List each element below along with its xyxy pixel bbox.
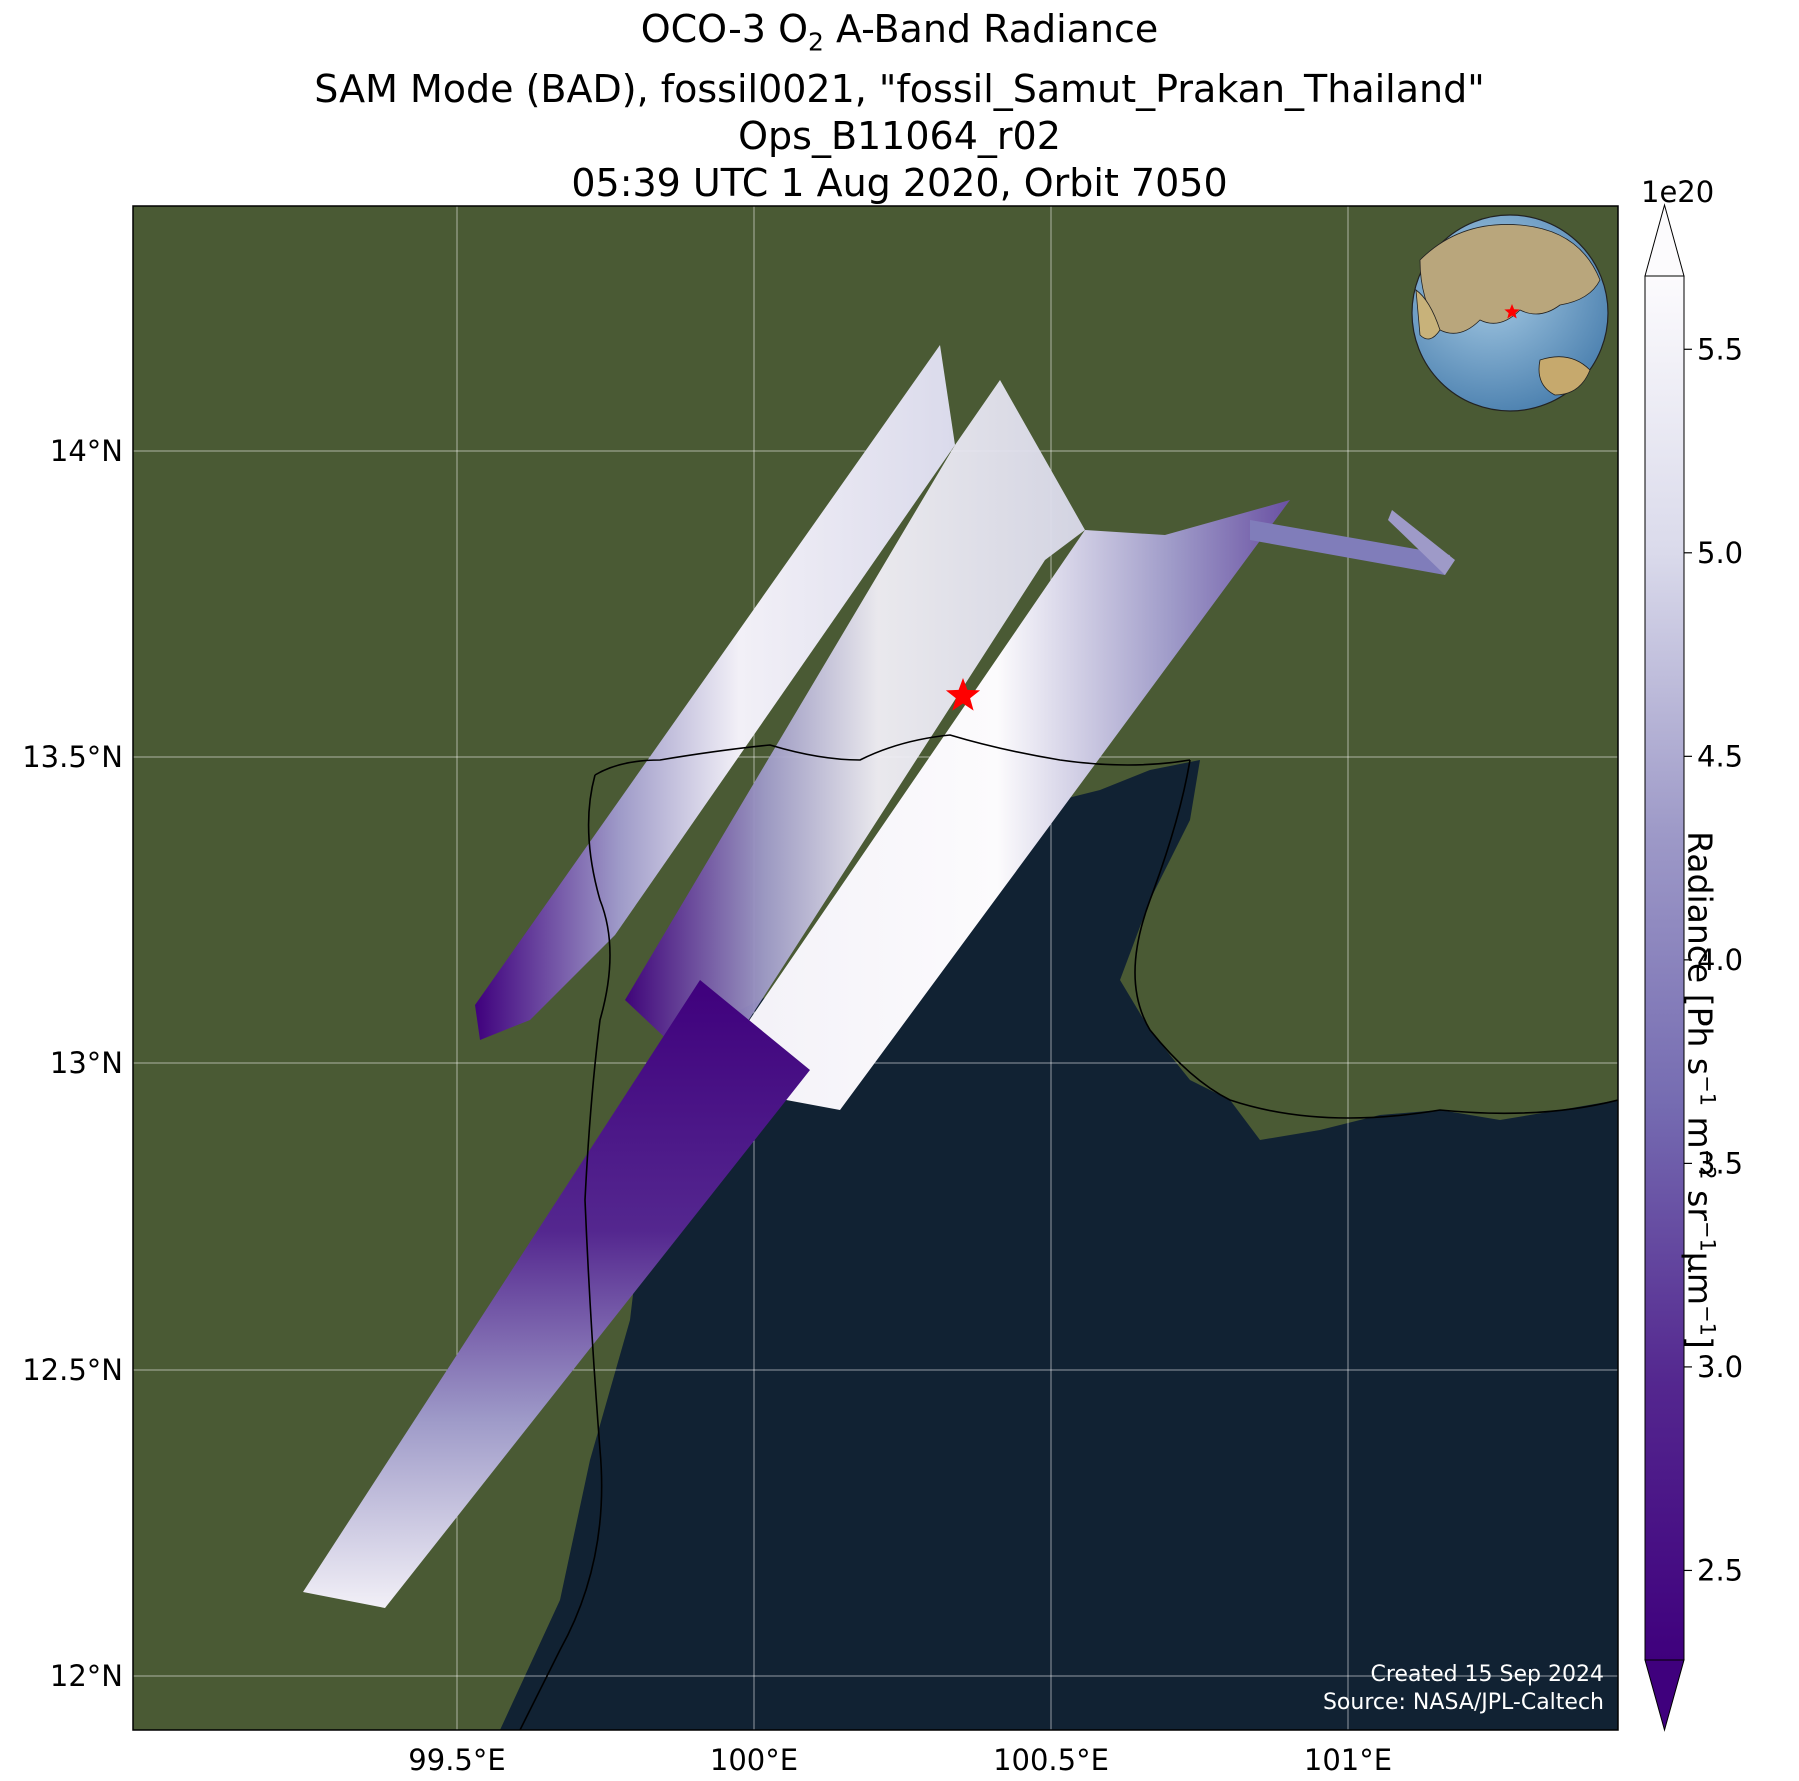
lon-tick-label: 100°E (710, 1743, 798, 1777)
colorbar-ticks: 2.5 3.0 3.5 4.0 4.5 5.0 5.5 (1684, 332, 1743, 1587)
swath-north-west (475, 345, 955, 1040)
lon-tick-label: 101°E (1304, 1743, 1392, 1777)
colorbar-tick-label: 2.5 (1697, 1553, 1743, 1587)
lon-tick-label: 100.5°E (993, 1743, 1109, 1777)
title-line-3: Ops_B11064_r02 (738, 113, 1061, 158)
lat-tick-label: 13.5°N (22, 740, 123, 774)
figure-title: OCO-3 O2 A-Band Radiance SAM Mode (BAD),… (0, 6, 1799, 207)
longitude-tick-labels: 99.5°E 100°E 100.5°E 101°E (408, 1743, 1392, 1777)
colorbar-extend-max (1644, 203, 1685, 277)
swath-north-center (625, 380, 1085, 1080)
swath-fragment-2 (1388, 510, 1455, 575)
target-star-marker (945, 678, 981, 711)
map-frame (132, 205, 1619, 1731)
colorbar-gradient (1644, 275, 1685, 1661)
basemap (133, 206, 1618, 1730)
globe-india-landmass (1415, 289, 1441, 340)
lat-tick-label: 14°N (50, 434, 123, 468)
colorbar-tick-label: 4.5 (1697, 739, 1743, 773)
lat-tick-label: 12°N (50, 1659, 123, 1693)
inset-globe (1411, 214, 1609, 412)
source-note: Source: NASA/JPL-Caltech (1322, 1690, 1604, 1715)
title-line-4: 05:39 UTC 1 Aug 2020, Orbit 7050 (571, 160, 1228, 205)
colorbar-exponent: 1e20 (1641, 175, 1714, 209)
colorbar-tick-label: 5.0 (1697, 536, 1743, 570)
title-line-2: SAM Mode (BAD), fossil0021, "fossil_Samu… (314, 66, 1485, 111)
colorbar-label: Radiance [Ph s−1 m−2 sr−1μm−1] (1680, 831, 1720, 1349)
swath-south (303, 980, 810, 1608)
created-note: Created 15 Sep 2024 (1370, 1662, 1605, 1687)
colorbar-tick-label: 5.5 (1697, 332, 1743, 366)
colorbar-tick-label: 4.0 (1697, 943, 1743, 977)
target-star (945, 678, 981, 711)
swath-fragment-1 (1250, 520, 1450, 575)
colorbar-extend-min (1644, 1659, 1685, 1732)
radiance-swaths (303, 345, 1455, 1608)
colorbar-tick-label: 3.0 (1697, 1350, 1743, 1384)
swath-north-east (705, 500, 1290, 1110)
globe-asia-landmass (1419, 224, 1601, 334)
lat-tick-label: 13°N (50, 1046, 123, 1080)
colorbar: 2.5 3.0 3.5 4.0 4.5 5.0 5.5 1e20 (1641, 175, 1743, 1732)
lat-tick-label: 12.5°N (22, 1353, 123, 1387)
coastline (519, 734, 1618, 1730)
globe-australia-landmass (1538, 356, 1591, 396)
globe-target-star (1504, 304, 1520, 319)
colorbar-tick-label: 3.5 (1697, 1146, 1743, 1180)
lon-tick-label: 99.5°E (408, 1743, 505, 1777)
latitude-tick-labels: 14°N 13.5°N 13°N 12.5°N 12°N (22, 434, 123, 1693)
title-line-1: OCO-3 O2 A-Band Radiance (640, 7, 1159, 57)
